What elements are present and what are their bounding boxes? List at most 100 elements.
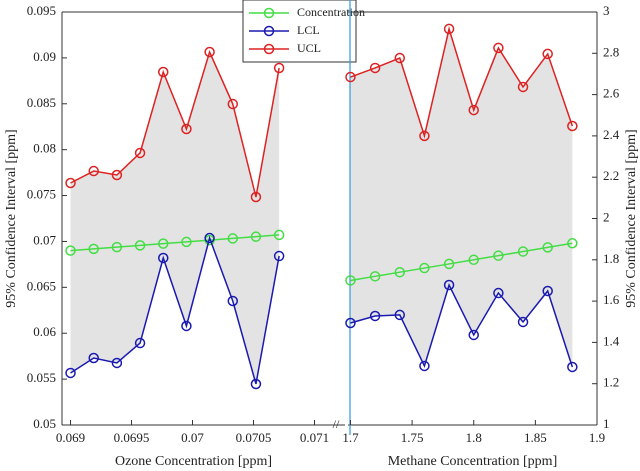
- x-tick-label: 0.069: [56, 430, 85, 445]
- data-point: [157, 238, 169, 249]
- y-tick-label: 0.05: [33, 416, 56, 431]
- y-tick-label: 0.055: [27, 370, 56, 385]
- y-tick-label: 0.06: [33, 324, 56, 339]
- x-tick-label: 0.071: [300, 430, 329, 445]
- data-point: [345, 275, 356, 286]
- data-point: [493, 287, 504, 299]
- data-point: [273, 62, 285, 74]
- data-point: [273, 250, 285, 262]
- data-point: [181, 123, 192, 135]
- legend-label: Concentration: [297, 5, 365, 19]
- y-tick-label: 1.4: [603, 333, 620, 348]
- data-point: [181, 320, 192, 332]
- data-point: [419, 360, 430, 372]
- data-point: [443, 279, 455, 291]
- data-point: [369, 271, 381, 282]
- y-tick-label: 0.075: [27, 187, 56, 202]
- data-point: [419, 262, 430, 274]
- y-tick-label: 2: [603, 209, 610, 224]
- data-point: [468, 254, 479, 266]
- data-point: [88, 243, 99, 255]
- y-tick-label: 0.065: [27, 278, 56, 293]
- x-tick-label: 1.85: [524, 430, 547, 445]
- x-tick-label: 0.07: [181, 430, 204, 445]
- y-axis-label: 95% Confidence Interval [ppm]: [4, 129, 19, 307]
- data-point: [157, 66, 169, 78]
- series-line: [350, 242, 573, 282]
- x-tick-label: 1.75: [401, 430, 424, 445]
- data-point: [345, 317, 356, 329]
- legend-marker: [263, 7, 275, 19]
- axis-break: //: [333, 417, 340, 431]
- data-point: [111, 241, 123, 253]
- data-point: [345, 71, 356, 83]
- data-point: [134, 147, 146, 159]
- data-point: [65, 245, 76, 256]
- legend-label: LCL: [297, 23, 320, 37]
- data-point: [65, 177, 76, 189]
- y-tick-label: 1: [603, 416, 610, 431]
- data-point: [65, 367, 76, 379]
- series-line: [70, 235, 280, 385]
- confidence-band: [70, 52, 280, 384]
- series-line: [70, 234, 280, 252]
- data-point: [227, 98, 239, 110]
- data-point: [250, 378, 262, 390]
- data-point: [157, 252, 169, 264]
- data-point: [88, 352, 99, 364]
- data-point: [517, 316, 529, 328]
- y-tick-label: 2.2: [603, 168, 619, 183]
- data-point: [394, 266, 406, 278]
- x-tick-label: 1.8: [466, 430, 482, 445]
- data-point: [369, 62, 381, 74]
- data-point: [567, 238, 578, 249]
- x-axis-label: Ozone Concentration [ppm]: [115, 454, 272, 469]
- data-point: [227, 233, 239, 244]
- data-point: [227, 295, 239, 307]
- data-point: [517, 81, 529, 93]
- y-tick-label: 2.8: [603, 44, 619, 59]
- data-point: [204, 46, 215, 58]
- data-point: [542, 48, 553, 60]
- y-tick-label: 3: [603, 3, 610, 18]
- x-tick-label: 1.9: [589, 430, 605, 445]
- data-point: [204, 232, 215, 244]
- y-tick-label: 2.4: [603, 127, 620, 142]
- data-point: [273, 229, 285, 241]
- legend-label: UCL: [297, 41, 321, 55]
- data-point: [517, 246, 529, 257]
- y-tick-label: 1.2: [603, 375, 619, 390]
- data-point: [134, 337, 146, 349]
- data-point: [567, 120, 578, 132]
- data-point: [134, 240, 146, 251]
- y-tick-label: 0.08: [33, 141, 56, 156]
- x-tick-label: 1.7: [342, 430, 359, 445]
- y-axis-label: 95% Confidence Interval [ppm]: [624, 129, 639, 307]
- data-point: [181, 236, 192, 248]
- x-tick-label: 0.0705: [236, 430, 272, 445]
- data-point: [111, 357, 123, 369]
- y-tick-label: 1.8: [603, 251, 619, 266]
- y-tick-label: 0.095: [27, 3, 56, 18]
- y-tick-label: 2.6: [603, 86, 620, 101]
- data-point: [111, 169, 123, 181]
- legend-marker: [263, 25, 275, 37]
- data-point: [88, 165, 99, 177]
- confidence-band: [350, 28, 573, 367]
- data-point: [250, 191, 262, 203]
- series-line: [70, 49, 280, 198]
- y-tick-label: 1.6: [603, 292, 620, 307]
- y-tick-label: 0.07: [33, 232, 56, 247]
- data-point: [493, 42, 504, 54]
- data-point: [542, 285, 553, 297]
- y-tick-label: 0.085: [27, 95, 56, 110]
- data-point: [567, 361, 578, 373]
- data-point: [443, 258, 455, 270]
- legend-marker: [263, 43, 275, 55]
- data-point: [394, 52, 406, 64]
- data-point: [394, 309, 406, 321]
- x-axis-label: Methane Concentration [ppm]: [388, 454, 558, 469]
- y-tick-label: 0.09: [33, 49, 56, 64]
- data-point: [250, 231, 262, 242]
